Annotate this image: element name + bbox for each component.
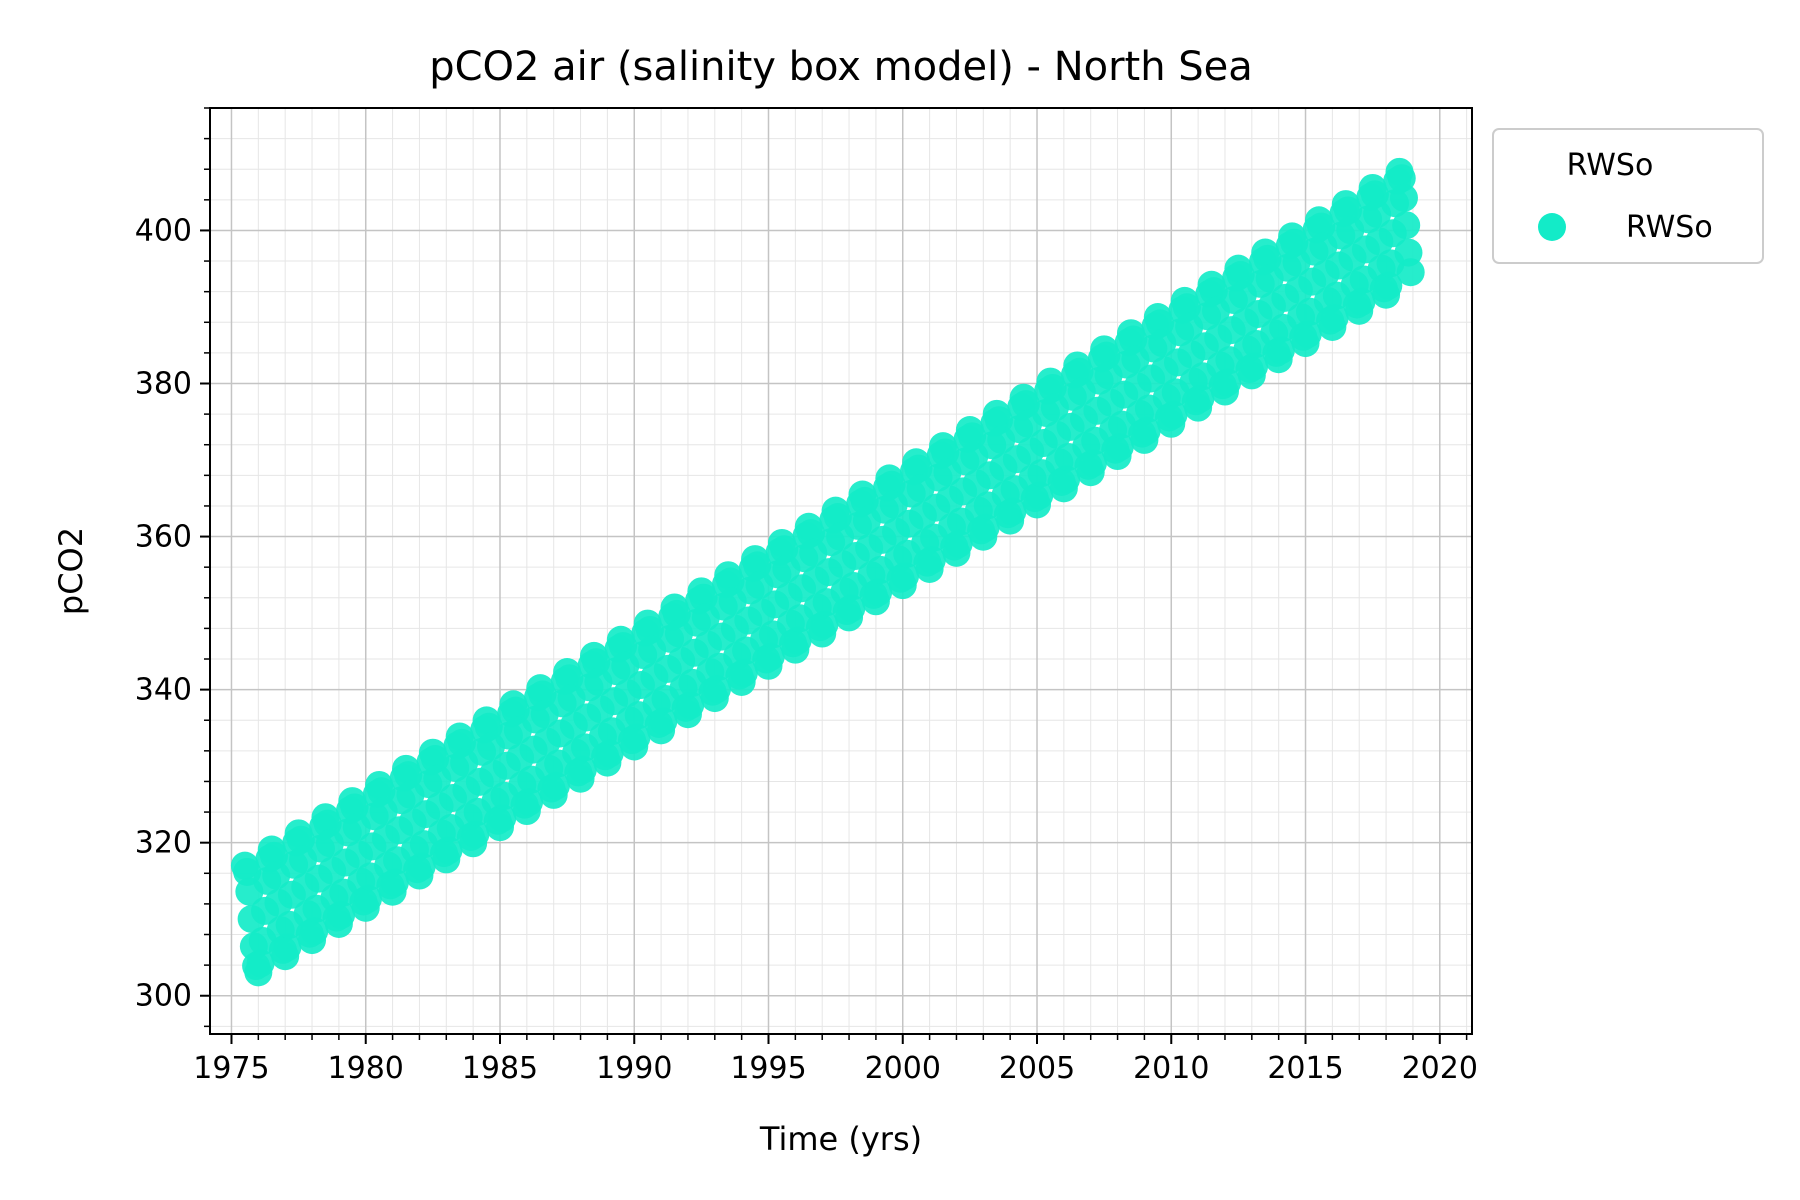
minor-grid [210,107,1472,1034]
scatter-point [541,771,570,800]
scatter-point [300,917,329,946]
scatter-point [756,642,785,671]
scatter-point [917,545,946,574]
x-tick-label: 2000 [865,1051,941,1086]
scatter-point [1347,287,1376,316]
scatter-point [864,578,893,607]
x-tick-label: 1995 [730,1051,806,1086]
x-tick-label: 2015 [1267,1051,1343,1086]
y-tick-label: 340 [135,673,192,708]
x-tick-label: 1985 [462,1051,538,1086]
scatter-point [810,610,839,639]
scatter-point [1293,320,1322,349]
scatter-point [1132,416,1161,445]
x-tick-label: 2020 [1402,1051,1478,1086]
major-grid [210,108,1472,1034]
scatter-point [1389,183,1418,212]
scatter-point [622,723,651,752]
scatter-point [461,820,490,849]
legend-entry-label: RWSo [1626,210,1713,245]
x-tick-label: 2005 [999,1051,1075,1086]
legend: RWSo RWSo [1492,128,1764,264]
scatter-point [703,675,732,704]
x-tick-label: 1980 [328,1051,404,1086]
scatter-point [488,804,517,833]
scatter-point [1186,384,1215,413]
scatter-point [1105,433,1134,462]
scatter-point [434,836,463,865]
plot-frame [209,107,1473,1035]
scatter-point [1078,449,1107,478]
y-tick-label: 300 [135,979,192,1014]
legend-marker [1538,213,1566,241]
scatter-point [890,562,919,591]
scatter-points [230,157,1425,987]
x-tick-labels: 1975 1980 1985 1990 1995 2000 2005 2010 2015 2020 [193,1051,1478,1086]
scatter-point [1396,258,1425,287]
scatter-point [1240,352,1269,381]
scatter-point [944,529,973,558]
legend-title: RWSo [1567,148,1654,183]
scatter-point [407,852,436,881]
x-tick-label: 1975 [193,1051,269,1086]
scatter-point [676,691,705,720]
scatter-point [568,755,597,784]
scatter-point [649,707,678,736]
x-tick-label: 1990 [596,1051,672,1086]
scatter-point [1213,368,1242,397]
chart-title: pCO2 air (salinity box model) - North Se… [429,44,1253,90]
scatter-point [998,497,1027,526]
x-axis-title: Time (yrs) [759,1120,922,1158]
y-tick-label: 360 [135,520,192,555]
scatter-point [1374,271,1403,300]
scatter-point [1159,400,1188,429]
scatter-point [273,933,302,962]
scatter-point [783,626,812,655]
scatter-point [353,884,382,913]
scatter-point [1266,336,1295,365]
scatter-point [327,900,356,929]
x-tick-label: 2010 [1133,1051,1209,1086]
scatter-point [729,658,758,687]
scatter-point [1025,481,1054,510]
y-tick-label: 380 [135,367,192,402]
scatter-point [246,949,275,978]
scatter-point [971,513,1000,542]
scatter-point [1320,303,1349,332]
y-tick-label: 320 [135,826,192,861]
y-tick-label: 400 [135,213,192,248]
scatter-point [837,594,866,623]
scatter-point [1392,211,1421,240]
y-axis-title: pCO2 [52,527,90,615]
scatter-point [380,868,409,897]
scatter-point [1052,465,1081,494]
scatter-point [595,739,624,768]
scatter-point [515,787,544,816]
axis-ticks [200,107,1468,1044]
y-tick-labels: 300 320 340 360 380 400 [135,213,192,1013]
